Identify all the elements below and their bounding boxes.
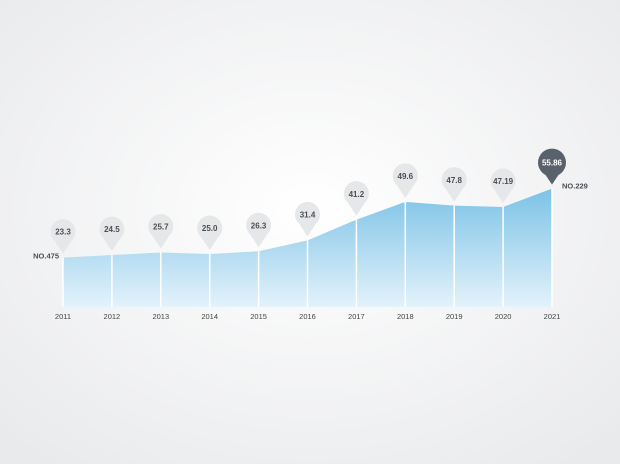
pin	[495, 190, 512, 203]
pin	[55, 241, 71, 254]
pin	[50, 219, 76, 245]
value-label: 23.3	[55, 228, 71, 237]
pin	[538, 148, 566, 177]
pin	[246, 212, 272, 238]
pin	[148, 214, 174, 240]
x-tick-label: 2016	[299, 312, 316, 321]
pin	[446, 189, 463, 202]
pin	[103, 239, 120, 252]
pin	[152, 236, 169, 249]
pin	[392, 163, 418, 189]
value-label: 49.6	[398, 172, 414, 181]
pin	[201, 238, 218, 250]
x-tick-label: 2014	[201, 312, 218, 321]
value-label: 24.5	[104, 225, 120, 234]
pin	[397, 185, 414, 198]
pin	[299, 224, 316, 237]
x-tick-label: 2019	[446, 312, 463, 321]
value-label: 47.19	[493, 177, 514, 186]
x-tick-label: 2017	[348, 312, 365, 321]
value-label: 25.0	[202, 224, 218, 233]
pin	[343, 181, 369, 207]
x-tick-label: 2011	[55, 312, 71, 321]
value-label: 26.3	[251, 221, 267, 230]
pin	[197, 215, 223, 241]
value-label: 55.86	[542, 159, 563, 168]
pin	[250, 235, 267, 248]
x-tick-label: 2015	[250, 312, 267, 321]
annotation: NO.229	[562, 182, 588, 191]
x-tick-label: 2020	[495, 312, 512, 321]
pin	[441, 167, 467, 193]
x-tick-label: 2013	[152, 312, 169, 321]
pin	[348, 203, 365, 216]
value-label: 25.7	[153, 223, 169, 232]
pin	[490, 168, 516, 194]
annotation: NO.475	[33, 252, 59, 261]
value-label: 47.8	[446, 176, 462, 185]
pin	[295, 201, 320, 227]
x-tick-label: 2021	[544, 312, 561, 321]
pin	[99, 216, 125, 242]
x-tick-label: 2012	[104, 312, 121, 321]
value-label: 41.2	[349, 190, 365, 199]
value-label: 31.4	[300, 211, 316, 220]
x-tick-label: 2018	[397, 312, 414, 321]
